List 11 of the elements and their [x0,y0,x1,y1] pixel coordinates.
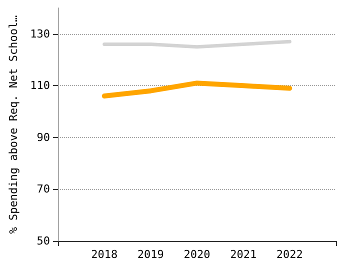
y-axis-title: % Spending above Req. Net School… [7,14,20,234]
x-tick-label: 2020 [184,248,210,261]
x-tick-label: 2022 [276,248,303,261]
x-tick-label: 2021 [230,248,257,261]
y-tick-label: 70 [36,182,50,196]
y-tick-label: 50 [36,234,50,248]
y-tick-label: 90 [36,130,50,144]
y-tick-label: 130 [30,27,50,40]
x-tick-label: 2018 [91,248,118,261]
x-tick-label: 2019 [137,248,164,261]
y-tick-label: 110 [30,79,50,92]
